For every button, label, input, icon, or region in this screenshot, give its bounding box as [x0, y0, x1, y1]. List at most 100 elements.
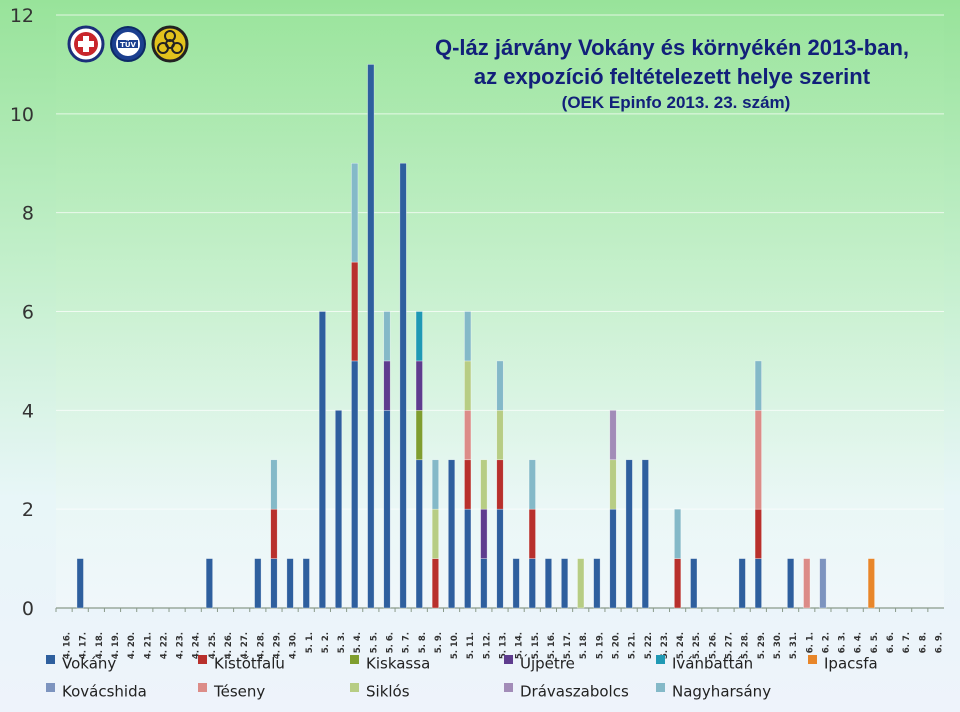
- bar-segment-vokány: [544, 558, 552, 609]
- bar-segment-kistótfalu: [351, 261, 359, 362]
- bar-segment-vokány: [496, 508, 504, 609]
- x-tick-label: 5. 26.: [708, 632, 718, 659]
- y-tick-label: 6: [22, 302, 34, 324]
- y-tick-label: 12: [10, 5, 34, 27]
- bar-segment-nagyharsány: [431, 459, 439, 510]
- medical-cross-logo: [67, 25, 105, 63]
- x-tick-label: 4. 29.: [272, 632, 282, 659]
- x-tick-label: 5. 12.: [482, 632, 492, 659]
- x-tick-label: 6. 4.: [854, 632, 864, 653]
- x-tick-label: 5. 16.: [547, 632, 557, 659]
- x-tick-label: 5. 22.: [644, 632, 654, 659]
- bar-segment-nagyharsány: [496, 360, 504, 411]
- x-tick-label: 5. 21.: [628, 632, 638, 659]
- bar-segment-vokány: [625, 459, 633, 609]
- x-tick-label: 5. 10.: [450, 632, 460, 659]
- bar-segment-kistótfalu: [754, 508, 762, 559]
- legend-swatch: [504, 655, 513, 664]
- bar-segment-vokány: [334, 410, 343, 609]
- x-tick-label: 4. 19.: [111, 632, 121, 659]
- bars: [76, 64, 875, 609]
- x-tick-label: 5. 1.: [305, 632, 315, 653]
- x-tick-label: 4. 21.: [143, 632, 153, 659]
- bar-segment-nagyharsány: [528, 459, 536, 510]
- x-tick-label: 5. 4.: [353, 632, 363, 653]
- bar-segment-siklós: [464, 360, 472, 411]
- x-tick-label: 4. 30.: [289, 632, 299, 659]
- legend-label: Kovácshida: [62, 683, 147, 701]
- legend-swatch: [198, 683, 207, 692]
- x-tick-label: 4. 28.: [256, 632, 266, 659]
- legend-label: Téseny: [213, 683, 265, 701]
- bar-segment-vokány: [593, 558, 601, 609]
- x-tick-label: 4. 16.: [63, 632, 73, 659]
- bar-segment-vokány: [286, 558, 294, 609]
- x-tick-label: 4. 17.: [79, 632, 89, 659]
- bar-segment-újpetre: [383, 360, 391, 411]
- bar-segment-vokány: [787, 558, 795, 609]
- biohazard-logo: [151, 25, 189, 63]
- bar-segment-ipacsfa: [867, 558, 875, 609]
- y-tick-label: 0: [22, 598, 34, 620]
- svg-text:TÜV: TÜV: [120, 40, 136, 49]
- bar-segment-vokány: [351, 360, 359, 609]
- legend-label: Ipacsfa: [824, 655, 878, 673]
- x-tick-label: 6. 8.: [918, 632, 928, 653]
- x-tick-label: 5. 2.: [321, 632, 331, 653]
- x-tick-label: 5. 11.: [466, 632, 476, 659]
- x-tick-label: 4. 18.: [95, 632, 105, 659]
- legend-label: Siklós: [366, 683, 410, 701]
- x-tick-label: 5. 15.: [531, 632, 541, 659]
- bar-segment-téseny: [464, 410, 472, 461]
- y-axis: 0 2 4 6 8 10 12: [10, 5, 34, 620]
- legend-swatch: [198, 655, 207, 664]
- x-tick-label: 5. 7.: [402, 632, 412, 653]
- bar-segment-vokány: [480, 558, 488, 609]
- legend-swatch: [504, 683, 513, 692]
- y-tick-label: 2: [22, 499, 34, 521]
- bar-segment-vokány: [528, 558, 536, 609]
- x-tick-label: 6. 5.: [870, 632, 880, 653]
- bar-segment-kistótfalu: [464, 459, 472, 510]
- x-tick-label: 6. 1.: [805, 632, 815, 653]
- bar-segment-vokány: [367, 64, 375, 609]
- bar-segment-nagyharsány: [464, 311, 472, 362]
- x-tick-label: 5. 19.: [595, 632, 605, 659]
- x-tick-label: 6. 2.: [821, 632, 831, 653]
- x-axis: 4. 16. 4. 17. 4. 18. 4. 19. 4. 20. 4. 21. 4. 2…: [55, 608, 944, 659]
- bar-segment-kovácshida: [819, 558, 827, 609]
- bar-segment-kistótfalu: [528, 508, 536, 559]
- legend-swatch: [46, 655, 55, 664]
- legend-label: Drávaszabolcs: [520, 683, 629, 701]
- bar-segment-kiskassa: [415, 410, 423, 461]
- x-tick-label: 5. 25.: [692, 632, 702, 659]
- x-tick-label: 4. 23.: [176, 632, 186, 659]
- bar-segment-téseny: [754, 410, 762, 510]
- y-tick-label: 10: [10, 104, 34, 126]
- x-tick-label: 6. 6.: [886, 632, 896, 653]
- x-tick-label: 4. 20.: [127, 632, 137, 659]
- x-tick-label: 5. 29.: [757, 632, 767, 659]
- bar-segment-nagyharsány: [383, 311, 391, 362]
- bar-segment-újpetre: [480, 508, 488, 559]
- bar-segment-vokány: [415, 459, 423, 609]
- y-tick-label: 8: [22, 203, 34, 225]
- bar-segment-vokány: [76, 558, 84, 609]
- bar-segment-nagyharsány: [674, 508, 682, 559]
- bar-segment-kistótfalu: [270, 508, 278, 559]
- bar-segment-vokány: [464, 508, 472, 609]
- bar-segment-vokány: [609, 508, 617, 609]
- legend-swatch: [808, 655, 817, 664]
- x-tick-label: 5. 27.: [725, 632, 735, 659]
- bar-segment-vokány: [561, 558, 569, 609]
- bar-segment-vokány: [205, 558, 213, 609]
- bar-segment-vokány: [383, 410, 391, 609]
- bar-segment-vokány: [270, 558, 278, 609]
- bar-segment-vokány: [690, 558, 698, 609]
- chart-title-line-2: az expozíció feltételezett helye szerint: [474, 64, 871, 89]
- bar-segment-vokány: [399, 162, 407, 609]
- bar-segment-vokány: [448, 459, 456, 609]
- x-tick-label: 5. 20.: [612, 632, 622, 659]
- bar-segment-vokány: [641, 459, 649, 609]
